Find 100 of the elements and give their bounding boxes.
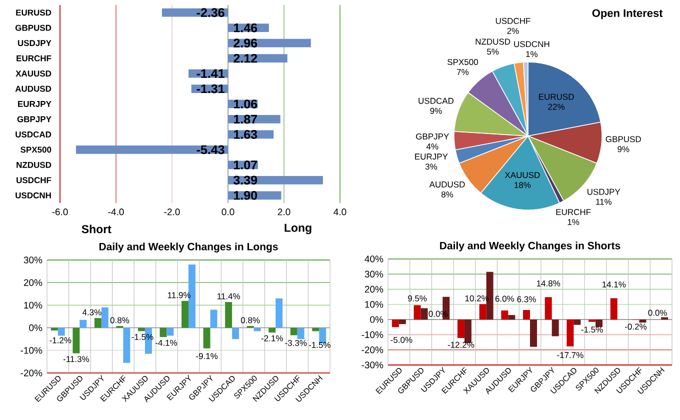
bar — [574, 320, 581, 325]
y-tick-label: 30% — [364, 270, 384, 278]
data-label: -11.3% — [63, 356, 90, 362]
y-tick-label: 20% — [24, 279, 42, 286]
bar — [160, 328, 167, 338]
y-tick-label: 20% — [364, 286, 384, 293]
bar — [276, 298, 283, 328]
text: Short — [82, 224, 112, 234]
data-label: -1.5% — [581, 326, 603, 333]
bar — [228, 176, 323, 184]
data-label: 22% — [548, 104, 565, 110]
data-label: -1.5% — [308, 342, 330, 348]
data-label: 1.46 — [234, 23, 258, 32]
bar — [464, 320, 472, 344]
data-label: -2.36 — [196, 8, 224, 18]
bar — [596, 320, 603, 328]
y-tick-label: USDJPY — [18, 40, 52, 46]
y-tick-label: USDCNH — [16, 192, 51, 198]
data-label: 1.87 — [234, 114, 257, 124]
y-tick-label: 10% — [24, 302, 42, 309]
y-tick-label: -20% — [362, 346, 384, 354]
data-label: 6.0% — [495, 296, 514, 302]
data-label: 9% — [618, 146, 630, 152]
bar — [420, 308, 428, 320]
x-tick-label: 0.0 — [222, 208, 234, 216]
bar — [210, 310, 218, 328]
y-tick-label: SPX500 — [20, 146, 52, 153]
y-tick-label: -20% — [20, 370, 42, 376]
bar — [166, 328, 174, 336]
data-label: -1.31 — [196, 84, 224, 94]
data-label: 1% — [568, 219, 580, 226]
slice-label: USDCAD — [418, 98, 454, 104]
data-label: 0.0% — [648, 310, 667, 316]
data-label: -9.1% — [196, 353, 218, 360]
y-tick-label: EURJPY — [18, 101, 52, 107]
data-label: 9.5% — [408, 295, 427, 302]
data-label: 2% — [507, 28, 519, 34]
x-tick-label: -2.0 — [164, 208, 180, 216]
slice-label: USDJPY — [588, 188, 620, 195]
data-label: 3% — [425, 164, 438, 170]
data-label: 2.96 — [234, 38, 258, 48]
data-label: 1.06 — [234, 100, 258, 108]
slice-label: USDCHF — [496, 18, 530, 24]
y-tick-label: -30% — [362, 362, 384, 368]
bar — [566, 320, 574, 346]
y-tick-label: NZDUSD — [16, 162, 52, 168]
bar — [76, 145, 228, 154]
x-tick-label: -6.0 — [52, 208, 68, 216]
y-tick-label: EURUSD — [16, 10, 52, 16]
data-label: 18% — [514, 182, 531, 188]
chart-title: Daily and Weekly Changes in Longs — [99, 242, 278, 252]
y-tick-label: 0% — [29, 324, 42, 332]
data-label: 1.63 — [234, 130, 258, 139]
data-label: 8% — [441, 191, 454, 198]
slice-label: NZDUSD — [476, 38, 510, 45]
bar — [101, 307, 108, 328]
chart-title: Daily and Weekly Changes in Shorts — [440, 242, 620, 252]
chart-title: Open Interest — [592, 9, 663, 20]
bar — [203, 328, 210, 348]
bar — [80, 320, 87, 328]
bar — [182, 300, 189, 328]
text: Long — [284, 224, 312, 234]
bar — [398, 320, 406, 324]
data-label: 11.4% — [217, 293, 240, 300]
data-label: -0.2% — [625, 324, 647, 330]
data-label: 6.3% — [517, 296, 536, 302]
y-tick-label: -10% — [20, 347, 42, 354]
bar — [297, 328, 304, 340]
y-tick-label: XAUUSD — [16, 70, 52, 77]
bar — [610, 298, 618, 320]
data-label: 7% — [457, 69, 469, 76]
data-label: -1.41 — [196, 69, 224, 78]
data-label: 1% — [526, 51, 538, 58]
data-label: 1.07 — [234, 160, 257, 170]
x-tick-label: -4.0 — [108, 208, 124, 216]
slice-label: USDCNH — [514, 41, 550, 48]
data-label: 2.12 — [234, 54, 258, 63]
y-tick-label: AUDUSD — [15, 86, 52, 92]
data-label: -5.0% — [390, 336, 412, 343]
data-label: -1.2% — [50, 337, 72, 344]
bar — [544, 297, 552, 320]
y-tick-label: USDCAD — [16, 131, 52, 138]
y-tick-label: EURCHF — [16, 55, 52, 62]
data-label: -3.3% — [285, 340, 307, 346]
data-label: -12.2% — [448, 342, 474, 348]
y-tick-label: GBPUSD — [15, 24, 52, 31]
slice-label: GBPJPY — [416, 133, 449, 140]
y-tick-label: 10% — [365, 301, 384, 308]
bar — [530, 320, 537, 347]
bar — [58, 328, 65, 336]
data-label: -2.1% — [261, 335, 283, 342]
data-label: 1.90 — [234, 190, 258, 200]
data-label: 9% — [430, 108, 442, 114]
data-label: 4.3% — [82, 309, 102, 316]
x-tick-label: 4.0 — [334, 208, 346, 216]
slice-label: XAUUSD — [504, 172, 540, 178]
bar — [392, 320, 399, 328]
data-label: 14.1% — [602, 281, 626, 288]
bar — [479, 304, 486, 320]
bar — [414, 305, 421, 320]
